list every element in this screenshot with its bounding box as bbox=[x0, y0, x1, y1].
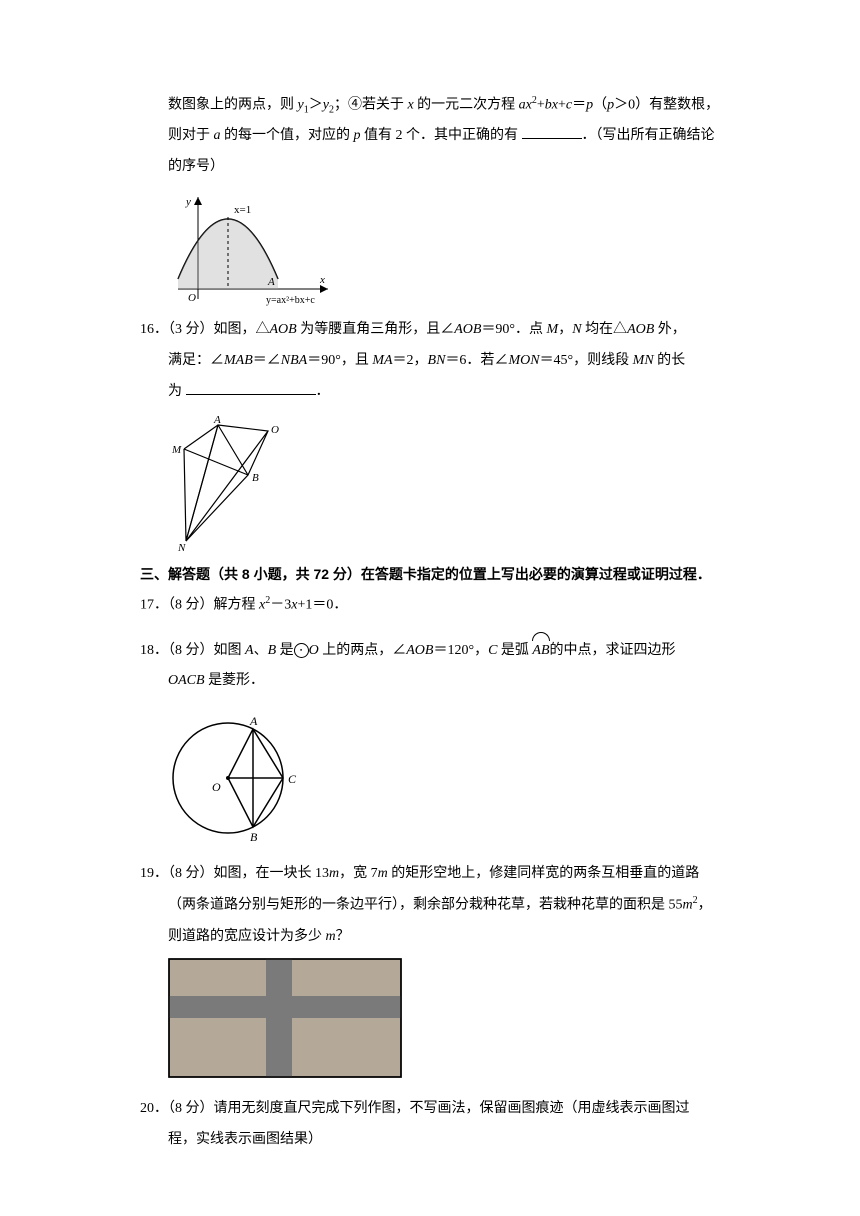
q-number: 18．（8 分）如图 bbox=[140, 643, 245, 658]
svg-text:O: O bbox=[212, 780, 221, 794]
text: 的每一个值，对应的 bbox=[221, 128, 354, 143]
text: ； bbox=[334, 98, 348, 113]
text: （ bbox=[593, 98, 607, 113]
text: 值有 2 个．其中正确的有 bbox=[361, 128, 522, 143]
svg-text:N: N bbox=[177, 542, 186, 553]
q19-line2: （两条道路分别与矩形的一条边平行），剩余部分栽种花草，若栽种花草的面积是 55m… bbox=[140, 890, 750, 921]
svg-text:B: B bbox=[252, 472, 259, 484]
origin: O bbox=[188, 292, 196, 304]
answer-blank bbox=[186, 380, 316, 395]
y-axis-label: y bbox=[185, 196, 191, 208]
svg-text:O: O bbox=[271, 424, 279, 436]
q15-cont-line1: 数图象上的两点，则 y1＞y2；④若关于 x 的一元二次方程 ax2+bx+c＝… bbox=[140, 90, 750, 121]
q-number: 17．（8 分）解方程 bbox=[140, 598, 259, 613]
svg-text:A: A bbox=[249, 714, 258, 728]
text: 则对于 bbox=[168, 128, 214, 143]
q19-figure bbox=[168, 958, 750, 1078]
q15-cont-line3: 的序号） bbox=[140, 152, 750, 183]
circle-icon: ● bbox=[294, 643, 309, 658]
q18-line1: 18．（8 分）如图 A、B 是●O 上的两点，∠AOB＝120°，C 是弧 A… bbox=[140, 636, 750, 667]
q17: 17．（8 分）解方程 x2－3x+1＝0． bbox=[140, 590, 750, 621]
text: 的一元二次方程 bbox=[414, 98, 519, 113]
x-axis-label: x bbox=[319, 274, 325, 286]
q15-cont-line2: 则对于 a 的每一个值，对应的 p 值有 2 个．其中正确的有 ．（写出所有正确… bbox=[140, 121, 750, 152]
q18-line2: OACB 是菱形． bbox=[140, 666, 750, 697]
text: ．（写出所有正确结论 bbox=[582, 128, 715, 143]
svg-text:A: A bbox=[213, 414, 221, 426]
q-number: 19．（8 分）如图，在一块长 13 bbox=[140, 866, 329, 881]
q19-line1: 19．（8 分）如图，在一块长 13m，宽 7m 的矩形空地上，修建同样宽的两条… bbox=[140, 859, 750, 890]
point-A: A bbox=[267, 276, 275, 288]
q15-figure: y x x=1 A O y=ax²+bx+c bbox=[168, 189, 750, 309]
text: 数图象上的两点，则 bbox=[168, 98, 298, 113]
section-3-title: 三、解答题（共 8 小题，共 72 分）在答题卡指定的位置上写出必要的演算过程或… bbox=[140, 559, 750, 590]
svg-text:B: B bbox=[250, 830, 258, 844]
svg-text:C: C bbox=[288, 772, 297, 786]
q-number: 16．（3 分）如图，△ bbox=[140, 322, 270, 337]
text: ＞0）有整数根， bbox=[614, 98, 719, 113]
text: 若关于 bbox=[362, 98, 408, 113]
circled-4: ④ bbox=[348, 98, 362, 113]
q16-figure: A O M B N bbox=[168, 413, 750, 553]
page: 数图象上的两点，则 y1＞y2；④若关于 x 的一元二次方程 ax2+bx+c＝… bbox=[0, 0, 860, 1216]
q16-line2: 满足：∠MAB＝∠NBA＝90°，且 MA＝2，BN＝6．若∠MON＝45°，则… bbox=[140, 346, 750, 377]
answer-blank bbox=[522, 124, 582, 139]
q18-figure: A B C O bbox=[168, 703, 750, 853]
x1-label: x=1 bbox=[234, 204, 251, 216]
svg-text:M: M bbox=[171, 444, 182, 456]
q20-line2: 程，实线表示画图结果） bbox=[140, 1125, 750, 1156]
q19-line3: 则道路的宽应设计为多少 m？ bbox=[140, 922, 750, 953]
eq-label: y=ax²+bx+c bbox=[266, 295, 315, 306]
q20-line1: 20．（8 分）请用无刻度直尺完成下列作图，不写画法，保留画图痕迹（用虚线表示画… bbox=[140, 1094, 750, 1125]
q16-line3: 为 ． bbox=[140, 377, 750, 408]
q16-line1: 16．（3 分）如图，△AOB 为等腰直角三角形，且∠AOB＝90°．点 M，N… bbox=[140, 315, 750, 346]
